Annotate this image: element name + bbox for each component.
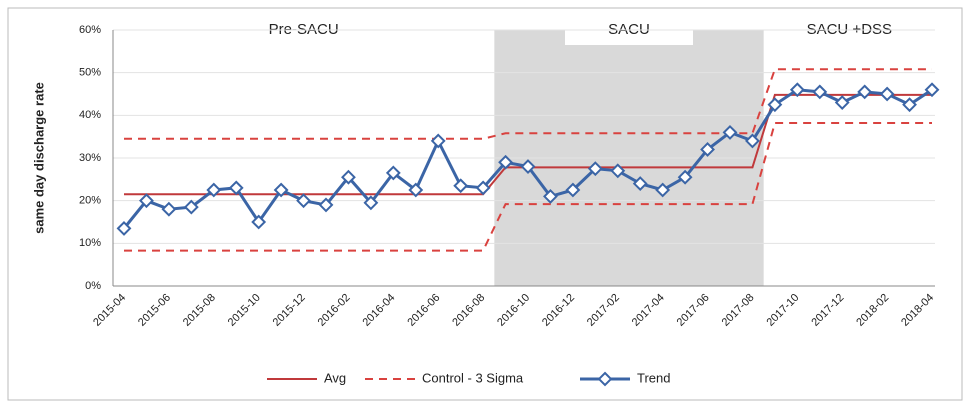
y-tick-label: 50% xyxy=(79,67,101,79)
trend-marker xyxy=(520,159,536,174)
trend-marker xyxy=(318,197,334,213)
trend-marker xyxy=(498,154,513,170)
control-limit-upper xyxy=(124,68,932,140)
trend-marker xyxy=(116,220,132,236)
trend-marker xyxy=(385,165,401,181)
trend-marker xyxy=(430,133,446,149)
trend-marker xyxy=(183,199,199,215)
phase-label: SACU +DSS xyxy=(807,21,892,38)
trend-marker xyxy=(834,95,850,110)
trend-marker xyxy=(587,161,603,177)
y-tick-label: 20% xyxy=(79,195,101,207)
y-tick-label: 30% xyxy=(79,152,101,164)
trend-marker xyxy=(273,182,289,198)
trend-marker xyxy=(767,97,783,113)
phase-label: Pre-SACU xyxy=(269,21,339,38)
y-tick-label: 40% xyxy=(79,109,101,121)
trend-marker xyxy=(228,180,244,196)
trend-marker xyxy=(700,142,715,157)
trend-marker xyxy=(296,193,311,209)
legend-marker xyxy=(597,371,613,387)
phase-label-box xyxy=(239,18,368,45)
trend-marker xyxy=(341,169,356,185)
phase-label: SACU xyxy=(608,21,650,38)
trend-marker xyxy=(475,180,491,196)
phase-label-box xyxy=(785,18,914,45)
trend-marker xyxy=(879,86,895,102)
y-axis-title: same day discharge rate xyxy=(31,82,46,234)
trend-marker xyxy=(251,214,267,230)
y-tick-label: 60% xyxy=(79,24,101,36)
trend-marker xyxy=(745,133,760,149)
trend-marker xyxy=(610,163,626,179)
trend-marker xyxy=(408,182,424,198)
trend-marker xyxy=(655,182,671,198)
trend-marker xyxy=(924,82,940,98)
legend-label: Avg xyxy=(324,370,346,385)
legend-label: Control - 3 Sigma xyxy=(422,370,524,385)
trend-marker xyxy=(161,201,177,217)
legend-label: Trend xyxy=(637,370,670,385)
trend-marker xyxy=(902,97,917,113)
trend-marker xyxy=(565,182,581,198)
trend-marker xyxy=(543,188,558,204)
trend-marker xyxy=(453,178,469,194)
trend-marker xyxy=(789,82,805,98)
y-tick-label: 0% xyxy=(85,280,101,292)
trend-marker xyxy=(632,176,648,192)
trend-marker xyxy=(812,84,828,100)
y-tick-label: 10% xyxy=(79,237,101,249)
trend-marker xyxy=(722,124,738,140)
trend-marker xyxy=(677,169,693,185)
trend-marker xyxy=(206,182,222,198)
phase-label-box xyxy=(565,18,693,45)
trend-marker xyxy=(363,195,379,211)
trend-marker xyxy=(857,84,873,100)
trend-marker xyxy=(139,193,154,209)
